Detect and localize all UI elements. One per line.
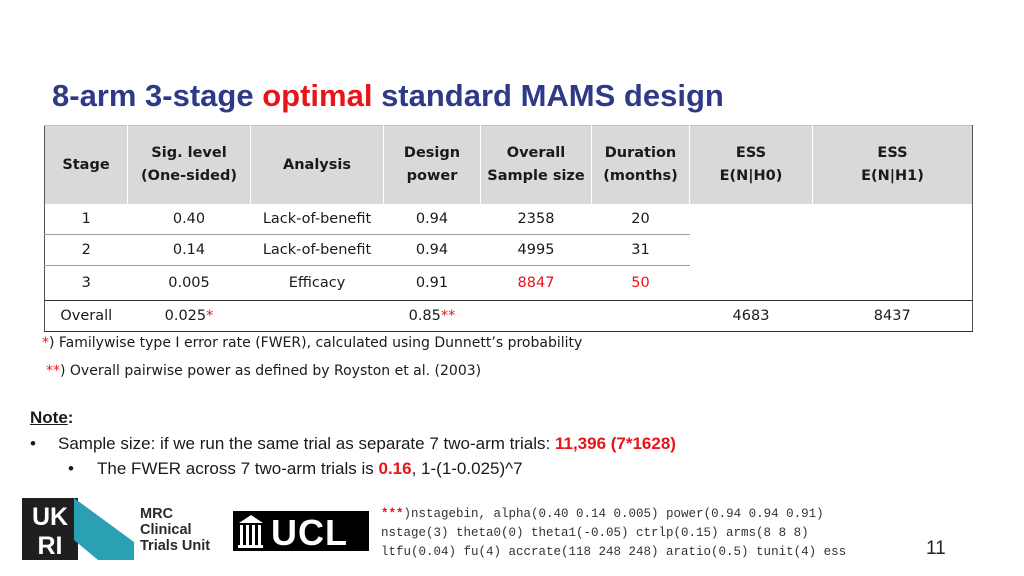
cell-empty xyxy=(250,300,384,332)
ucl-wordmark: UCL xyxy=(271,512,348,553)
table-row: 3 0.005 Efficacy 0.91 8847 50 xyxy=(44,265,973,301)
cell-stage: 2 xyxy=(44,234,128,266)
cell-power: 0.94 xyxy=(383,234,481,266)
table-row: 1 0.40 Lack-of-benefit 0.94 2358 20 xyxy=(44,204,973,235)
header-ess-h0: ESS E(N|H0) xyxy=(689,125,813,204)
cell-overall-label: Overall xyxy=(44,300,128,332)
cell-empty xyxy=(812,265,973,301)
cell-empty xyxy=(689,265,813,301)
mrc-ctu-logo: MRC Clinical Trials Unit xyxy=(140,506,211,554)
slide-title: 8-arm 3-stage optimal standard MAMS desi… xyxy=(52,78,724,114)
cell-analysis: Lack-of-benefit xyxy=(250,234,384,266)
header-design-power: Design power xyxy=(383,125,481,204)
cell-analysis: Lack-of-benefit xyxy=(250,204,384,235)
title-highlight: optimal xyxy=(262,78,373,113)
title-part2: standard MAMS design xyxy=(372,78,724,113)
cell-overall-power: 0.85** xyxy=(383,300,481,332)
cell-duration: 31 xyxy=(591,234,690,266)
header-overall-sample: Overall Sample size xyxy=(480,125,592,204)
table-row: 2 0.14 Lack-of-benefit 0.94 4995 31 xyxy=(44,234,973,266)
cell-empty xyxy=(812,204,973,235)
ukri-logo-graphic: UK RI xyxy=(22,498,134,560)
cell-sig: 0.005 xyxy=(127,265,251,301)
ukri-logo: UK RI xyxy=(22,498,134,560)
header-sig-level: Sig. level (One-sided) xyxy=(127,125,251,204)
cell-power: 0.94 xyxy=(383,204,481,235)
note-bullet-2: • The FWER across 7 two-arm trials is 0.1… xyxy=(68,459,523,478)
header-duration: Duration (months) xyxy=(591,125,690,204)
cell-sample: 4995 xyxy=(480,234,592,266)
cell-analysis: Efficacy xyxy=(250,265,384,301)
stata-command: ***)nstagebin, alpha(0.40 0.14 0.005) po… xyxy=(381,507,847,559)
note-heading: Note: xyxy=(30,408,74,427)
footnote-power: **) Overall pairwise power as defined by… xyxy=(46,363,482,379)
cell-power: 0.91 xyxy=(383,265,481,301)
cell-duration: 20 xyxy=(591,204,690,235)
svg-text:RI: RI xyxy=(38,532,63,560)
title-part1: 8-arm 3-stage xyxy=(52,78,263,113)
cell-overall-sig: 0.025* xyxy=(127,300,251,332)
cell-stage: 1 xyxy=(44,204,128,235)
table-overall-row: Overall 0.025* 0.85** 4683 8437 xyxy=(44,300,973,332)
cell-ess-h1: 8437 xyxy=(812,300,973,332)
bullet-dot: • xyxy=(30,434,36,453)
page-number: 11 xyxy=(926,538,946,559)
header-analysis: Analysis xyxy=(250,125,384,204)
cell-ess-h0: 4683 xyxy=(689,300,813,332)
cell-sig: 0.14 xyxy=(127,234,251,266)
cell-empty xyxy=(480,300,592,332)
cell-sig: 0.40 xyxy=(127,204,251,235)
header-ess-h1: ESS E(N|H1) xyxy=(812,125,973,204)
bullet-dot: • xyxy=(68,459,74,478)
table-header-row: Stage Sig. level (One-sided) Analysis Des… xyxy=(44,125,973,204)
cell-empty xyxy=(690,235,813,266)
cell-empty xyxy=(812,234,973,266)
svg-text:UK: UK xyxy=(32,503,68,531)
cell-empty xyxy=(591,300,690,332)
ucl-portico-icon xyxy=(238,515,263,548)
note-bullet-1: • Sample size: if we run the same trial a… xyxy=(30,434,676,453)
cell-sample: 2358 xyxy=(480,204,592,235)
cell-empty xyxy=(690,204,813,235)
header-stage: Stage xyxy=(44,125,128,204)
footnote-fwer: *) Familywise type I error rate (FWER), … xyxy=(42,335,583,351)
ucl-logo: UCL xyxy=(233,511,369,553)
cell-stage: 3 xyxy=(44,265,128,301)
cell-duration: 50 xyxy=(591,265,690,301)
design-table: Stage Sig. level (One-sided) Analysis Des… xyxy=(44,125,973,332)
cell-sample: 8847 xyxy=(480,265,592,301)
